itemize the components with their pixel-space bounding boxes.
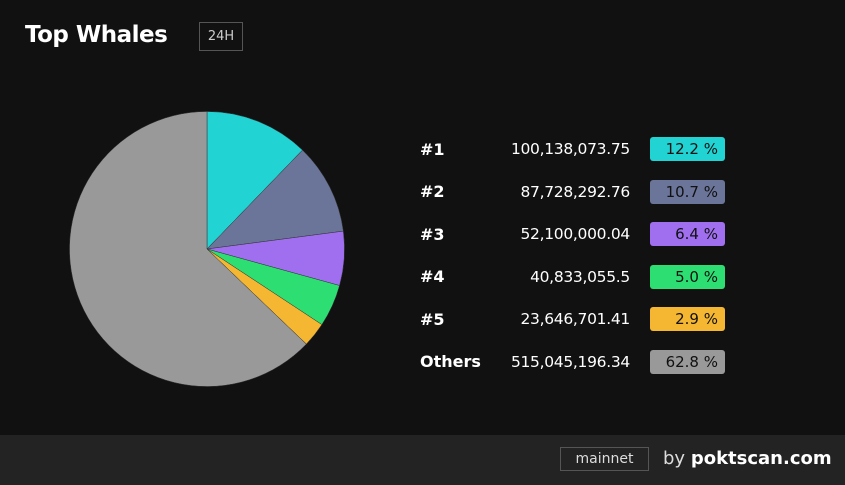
legend-row: #4 40,833,055.5 5.0 %	[420, 264, 730, 289]
percent-badge: 5.0 %	[650, 264, 725, 289]
rank-label: #2	[420, 182, 445, 201]
pie-chart	[69, 111, 345, 387]
rank-label: #3	[420, 224, 445, 244]
legend-row: #1 100,138,073.75 12.2 %	[420, 137, 730, 161]
pie-slice-2[interactable]	[206, 149, 344, 250]
page-title: Top Whales	[25, 22, 168, 48]
brand-link[interactable]: poktscan.com	[690, 448, 832, 469]
amount-value: 23,646,701.41	[520, 310, 631, 328]
attribution[interactable]: by poktscan.com	[663, 448, 832, 469]
pie-slice-1[interactable]	[206, 111, 303, 250]
legend-row: #2 87,728,292.76 10.7 %	[420, 179, 730, 204]
legend-row: #3 52,100,000.04 6.4 %	[420, 222, 730, 246]
period-selector[interactable]: 24H	[199, 22, 243, 51]
amount-value: 87,728,292.76	[520, 182, 631, 201]
network-badge: mainnet	[560, 447, 649, 471]
by-label: by	[663, 448, 686, 469]
percent-badge: 10.7 %	[650, 179, 725, 204]
footer: mainnet by poktscan.com	[0, 435, 845, 485]
rank-label: Others	[420, 352, 481, 371]
rank-label: #5	[420, 309, 445, 329]
pie-slice-6[interactable]	[69, 111, 307, 387]
amount-value: 100,138,073.75	[510, 140, 630, 158]
legend-row: Others 515,045,196.34 62.8 %	[420, 349, 730, 374]
rank-label: #4	[420, 267, 445, 286]
percent-badge: 12.2 %	[650, 137, 725, 161]
legend-row: #5 23,646,701.41 2.9 %	[420, 307, 730, 331]
amount-value: 515,045,196.34	[510, 352, 630, 371]
amount-value: 52,100,000.04	[520, 225, 631, 243]
percent-badge: 62.8 %	[650, 349, 725, 374]
percent-badge: 2.9 %	[650, 307, 725, 331]
percent-badge: 6.4 %	[650, 222, 725, 246]
amount-value: 40,833,055.5	[530, 267, 630, 286]
rank-label: #1	[420, 139, 445, 159]
